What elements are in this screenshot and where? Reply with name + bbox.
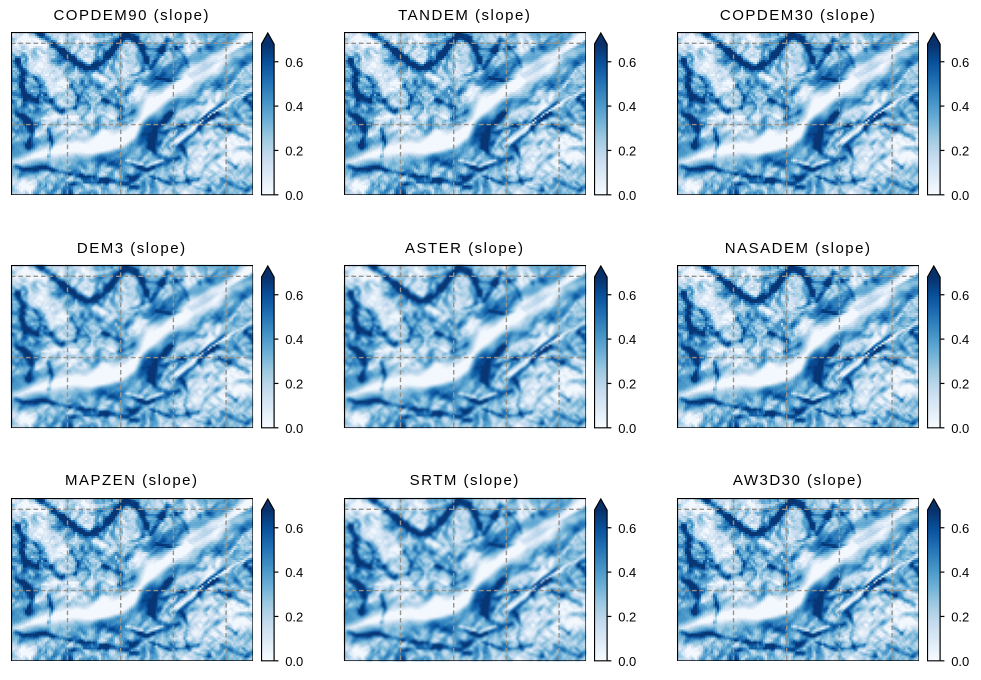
- svg-text:0.4: 0.4: [618, 565, 636, 580]
- svg-text:0.0: 0.0: [285, 188, 303, 203]
- svg-text:0.0: 0.0: [951, 421, 969, 436]
- svg-text:0.6: 0.6: [618, 288, 636, 303]
- svg-text:0.4: 0.4: [285, 332, 303, 347]
- svg-text:0.6: 0.6: [951, 288, 969, 303]
- svg-text:0.0: 0.0: [618, 188, 636, 203]
- svg-text:0.0: 0.0: [618, 421, 636, 436]
- svg-text:0.4: 0.4: [618, 99, 636, 114]
- svg-text:0.2: 0.2: [285, 376, 303, 391]
- svg-text:0.0: 0.0: [951, 653, 969, 668]
- svg-text:0.6: 0.6: [618, 520, 636, 535]
- svg-text:0.4: 0.4: [618, 332, 636, 347]
- svg-text:0.6: 0.6: [951, 520, 969, 535]
- svg-text:0.6: 0.6: [951, 55, 969, 70]
- svg-text:0.2: 0.2: [951, 376, 969, 391]
- svg-text:0.6: 0.6: [285, 520, 303, 535]
- svg-text:0.4: 0.4: [951, 99, 969, 114]
- svg-text:0.2: 0.2: [951, 143, 969, 158]
- svg-text:0.2: 0.2: [618, 609, 636, 624]
- svg-text:0.2: 0.2: [285, 143, 303, 158]
- svg-text:0.0: 0.0: [951, 188, 969, 203]
- svg-text:0.4: 0.4: [285, 99, 303, 114]
- svg-text:0.6: 0.6: [285, 55, 303, 70]
- svg-text:0.4: 0.4: [951, 332, 969, 347]
- svg-text:0.2: 0.2: [951, 609, 969, 624]
- svg-text:0.2: 0.2: [618, 143, 636, 158]
- svg-text:0.0: 0.0: [285, 653, 303, 668]
- svg-text:0.4: 0.4: [951, 565, 969, 580]
- svg-text:0.2: 0.2: [618, 376, 636, 391]
- svg-text:0.0: 0.0: [618, 653, 636, 668]
- svg-text:0.6: 0.6: [285, 288, 303, 303]
- svg-text:0.0: 0.0: [285, 421, 303, 436]
- svg-text:0.4: 0.4: [285, 565, 303, 580]
- svg-text:0.2: 0.2: [285, 609, 303, 624]
- svg-text:0.6: 0.6: [618, 55, 636, 70]
